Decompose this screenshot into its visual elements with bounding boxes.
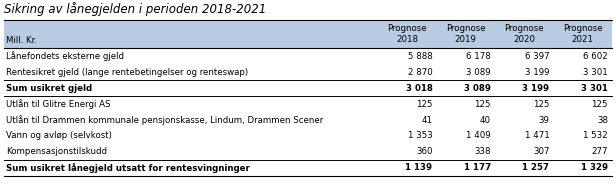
Text: Kompensasjonstilskudd: Kompensasjonstilskudd — [6, 148, 107, 157]
Text: 3 089: 3 089 — [466, 68, 491, 76]
Bar — [4, 20, 612, 48]
Text: 40: 40 — [480, 116, 491, 125]
Text: Vann og avløp (selvkost): Vann og avløp (selvkost) — [6, 131, 112, 140]
Text: Mill. Kr.: Mill. Kr. — [6, 36, 37, 45]
Text: 6 602: 6 602 — [583, 51, 608, 61]
Text: Prognose
2020: Prognose 2020 — [505, 24, 544, 44]
Text: Prognose
2018: Prognose 2018 — [387, 24, 427, 44]
Text: 6 397: 6 397 — [525, 51, 549, 61]
Text: 125: 125 — [533, 99, 549, 108]
Text: 38: 38 — [597, 116, 608, 125]
Text: 3 301: 3 301 — [581, 84, 608, 93]
Text: 360: 360 — [416, 148, 432, 157]
Text: Lånefondets eksterne gjeld: Lånefondets eksterne gjeld — [6, 51, 124, 61]
Text: 3 089: 3 089 — [464, 84, 491, 93]
Text: 3 301: 3 301 — [583, 68, 608, 76]
Text: 39: 39 — [538, 116, 549, 125]
Text: 1 257: 1 257 — [522, 163, 549, 172]
Text: 3 199: 3 199 — [525, 68, 549, 76]
Text: 1 353: 1 353 — [408, 131, 432, 140]
Text: 307: 307 — [533, 148, 549, 157]
Text: 125: 125 — [591, 99, 608, 108]
Text: 1 139: 1 139 — [405, 163, 432, 172]
Text: 125: 125 — [416, 99, 432, 108]
Text: Utlån til Drammen kommunale pensjonskasse, Lindum, Drammen Scener: Utlån til Drammen kommunale pensjonskass… — [6, 115, 323, 125]
Text: Prognose
2021: Prognose 2021 — [563, 24, 602, 44]
Text: 3 018: 3 018 — [405, 84, 432, 93]
Text: 1 409: 1 409 — [466, 131, 491, 140]
Text: Utlån til Glitre Energi AS: Utlån til Glitre Energi AS — [6, 99, 110, 109]
Text: 1 471: 1 471 — [525, 131, 549, 140]
Text: 5 888: 5 888 — [408, 51, 432, 61]
Text: 41: 41 — [421, 116, 432, 125]
Text: 2 870: 2 870 — [408, 68, 432, 76]
Text: 338: 338 — [474, 148, 491, 157]
Text: 125: 125 — [474, 99, 491, 108]
Text: Sikring av lånegjelden i perioden 2018-2021: Sikring av lånegjelden i perioden 2018-2… — [4, 2, 266, 16]
Text: 1 532: 1 532 — [583, 131, 608, 140]
Text: Sum usikret lånegjeld utsatt for rentesvingninger: Sum usikret lånegjeld utsatt for rentesv… — [6, 163, 250, 173]
Text: 277: 277 — [591, 148, 608, 157]
Text: Rentesikret gjeld (lange rentebetingelser og renteswap): Rentesikret gjeld (lange rentebetingelse… — [6, 68, 248, 76]
Text: Sum usikret gjeld: Sum usikret gjeld — [6, 84, 92, 93]
Text: Prognose
2019: Prognose 2019 — [446, 24, 485, 44]
Text: 1 177: 1 177 — [464, 163, 491, 172]
Text: 3 199: 3 199 — [522, 84, 549, 93]
Text: 1 329: 1 329 — [581, 163, 608, 172]
Text: 6 178: 6 178 — [466, 51, 491, 61]
